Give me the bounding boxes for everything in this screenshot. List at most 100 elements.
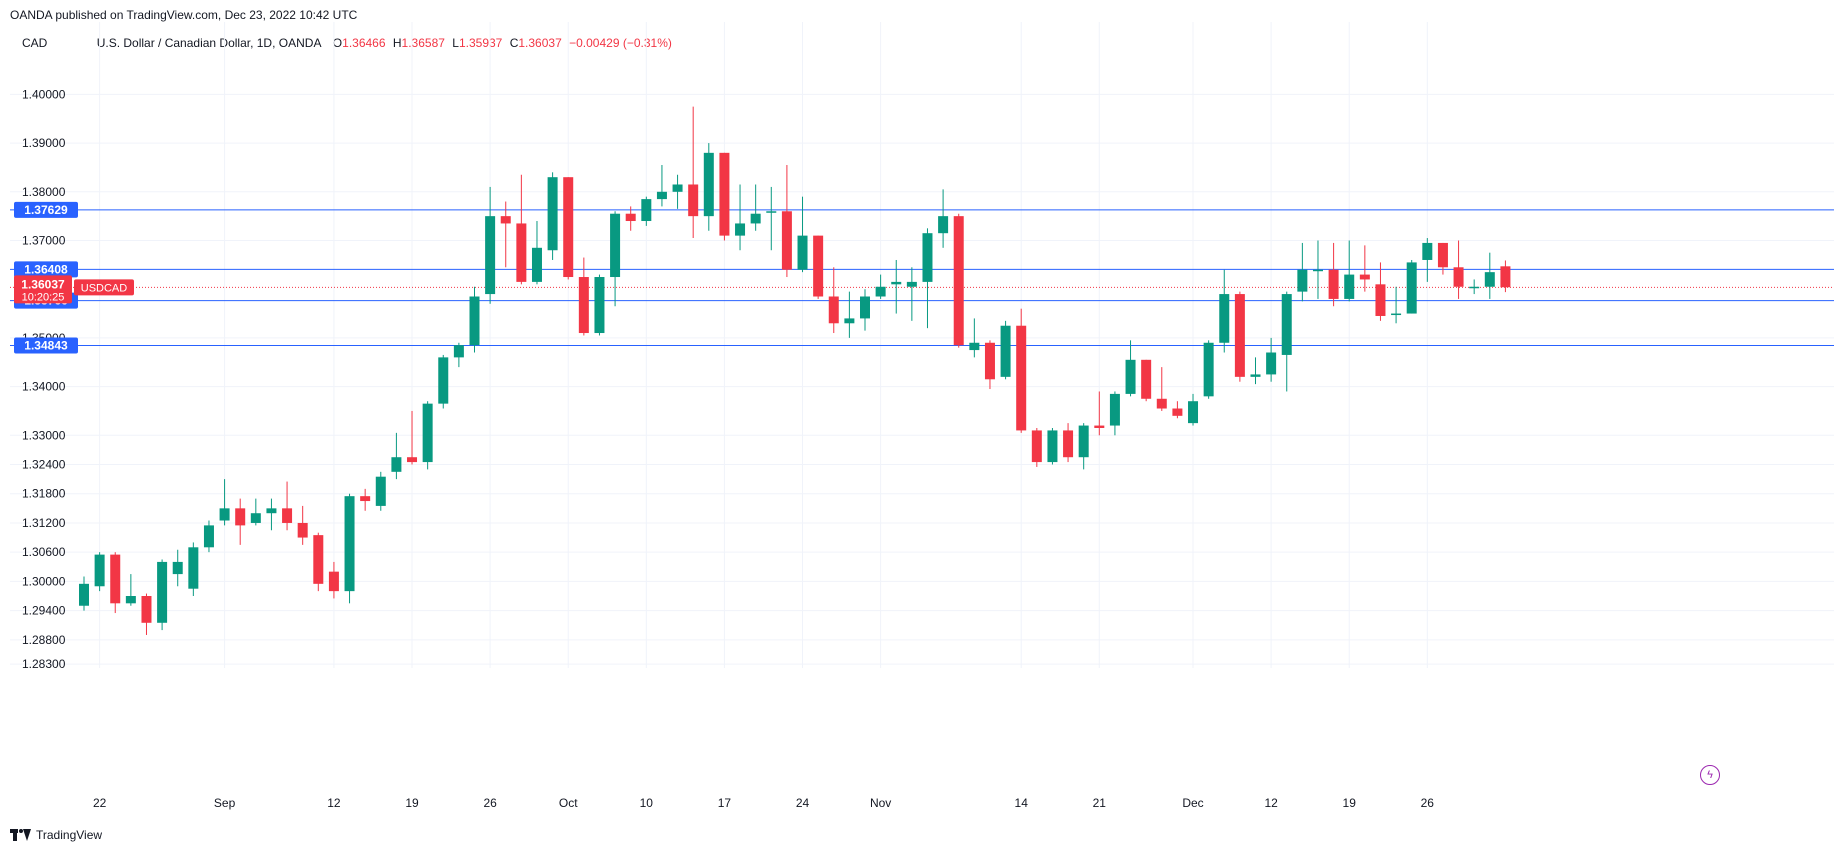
candle[interactable] — [969, 318, 980, 358]
candle[interactable] — [391, 432, 402, 480]
candle[interactable] — [1281, 291, 1292, 392]
candle[interactable] — [94, 552, 105, 592]
candle[interactable] — [875, 274, 886, 299]
candle[interactable] — [157, 559, 168, 631]
candle[interactable] — [1250, 357, 1261, 385]
candle[interactable] — [594, 274, 605, 336]
candle[interactable] — [1406, 259, 1417, 314]
candle[interactable] — [469, 286, 480, 353]
candle[interactable] — [172, 549, 183, 587]
candle[interactable] — [250, 498, 261, 526]
candle[interactable] — [1016, 308, 1027, 433]
candle[interactable] — [1031, 427, 1042, 467]
candle[interactable] — [531, 221, 542, 285]
candle[interactable] — [453, 342, 464, 368]
candle[interactable] — [235, 498, 246, 545]
candle[interactable] — [1297, 242, 1308, 302]
candle[interactable] — [1469, 279, 1480, 295]
candle[interactable] — [1141, 359, 1152, 402]
candle[interactable] — [203, 520, 214, 553]
candle[interactable] — [641, 196, 652, 226]
candle[interactable] — [1047, 427, 1058, 465]
candle[interactable] — [422, 401, 433, 470]
candle[interactable] — [656, 165, 667, 207]
candle[interactable] — [516, 174, 527, 285]
candle[interactable] — [1422, 238, 1433, 282]
candle[interactable] — [938, 189, 949, 248]
candle[interactable] — [578, 257, 589, 336]
candle[interactable] — [813, 235, 824, 299]
candle[interactable] — [844, 291, 855, 338]
candle[interactable] — [1500, 260, 1511, 293]
candle[interactable] — [891, 259, 902, 314]
candle[interactable] — [672, 174, 683, 209]
candle-body — [641, 199, 652, 222]
candle[interactable] — [719, 152, 730, 241]
candle[interactable] — [1094, 391, 1105, 436]
candle[interactable] — [922, 228, 933, 329]
candle[interactable] — [610, 211, 621, 307]
candle[interactable] — [547, 172, 558, 260]
candle[interactable] — [125, 574, 136, 606]
candle[interactable] — [313, 532, 324, 592]
candle[interactable] — [703, 143, 714, 231]
candle[interactable] — [1266, 337, 1277, 382]
symbol-description[interactable]: U.S. Dollar / Canadian Dollar, 1D, OANDA — [96, 36, 322, 50]
candle-body — [1094, 425, 1105, 428]
candle[interactable] — [1391, 286, 1402, 324]
candle[interactable] — [1359, 245, 1370, 292]
candle[interactable] — [1453, 240, 1464, 299]
candle[interactable] — [625, 206, 636, 231]
candle[interactable] — [1234, 291, 1245, 382]
candle[interactable] — [344, 493, 355, 604]
candle[interactable] — [282, 481, 293, 531]
candle[interactable] — [797, 196, 808, 273]
candle[interactable] — [1156, 367, 1167, 411]
candle[interactable] — [1063, 423, 1074, 463]
candle[interactable] — [984, 340, 995, 390]
candle[interactable] — [360, 488, 371, 511]
candle[interactable] — [297, 505, 308, 545]
candle[interactable] — [1344, 240, 1355, 302]
candle[interactable] — [188, 542, 199, 597]
candle[interactable] — [735, 184, 746, 251]
candle[interactable] — [1188, 393, 1199, 426]
candle-body — [1281, 294, 1292, 355]
candle[interactable] — [1484, 252, 1495, 299]
candle[interactable] — [781, 165, 792, 278]
candle[interactable] — [500, 201, 511, 268]
candle[interactable] — [1172, 401, 1183, 419]
candle[interactable] — [375, 471, 386, 511]
candle[interactable] — [266, 498, 277, 531]
candle[interactable] — [1375, 262, 1386, 321]
candle[interactable] — [563, 177, 574, 280]
candle[interactable] — [1125, 340, 1136, 397]
candle[interactable] — [438, 354, 449, 409]
candle[interactable] — [407, 410, 418, 465]
candle[interactable] — [750, 184, 761, 231]
candle[interactable] — [1000, 320, 1011, 380]
candle[interactable] — [1203, 340, 1214, 399]
candle[interactable] — [1312, 240, 1323, 299]
candle[interactable] — [328, 561, 339, 599]
lightning-icon[interactable]: ϟ — [1700, 765, 1720, 785]
candle[interactable] — [1219, 269, 1230, 353]
candle[interactable] — [219, 479, 230, 526]
candle[interactable] — [485, 186, 496, 304]
candle[interactable] — [1078, 423, 1089, 470]
candle[interactable] — [141, 593, 152, 635]
candle[interactable] — [828, 267, 839, 334]
candle[interactable] — [110, 552, 121, 614]
candle[interactable] — [953, 213, 964, 348]
candle[interactable] — [1328, 242, 1339, 307]
candle[interactable] — [79, 576, 89, 611]
candle[interactable] — [860, 289, 870, 331]
candle[interactable] — [766, 186, 777, 251]
candle-body — [984, 342, 995, 380]
candle[interactable] — [688, 106, 699, 239]
candle[interactable] — [1109, 391, 1120, 436]
candle[interactable] — [906, 267, 917, 321]
candle[interactable] — [1437, 242, 1448, 275]
